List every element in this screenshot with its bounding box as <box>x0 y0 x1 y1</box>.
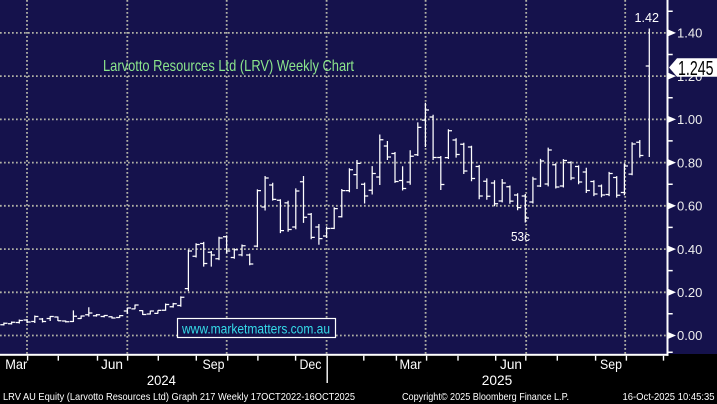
svg-text:2025: 2025 <box>482 372 513 388</box>
svg-text:0.40: 0.40 <box>677 242 702 257</box>
svg-text:Mar: Mar <box>400 356 422 372</box>
svg-text:1.42: 1.42 <box>635 10 660 25</box>
svg-text:2024: 2024 <box>147 372 176 388</box>
svg-text:Jun: Jun <box>500 356 522 372</box>
svg-text:www.marketmatters.com.au: www.marketmatters.com.au <box>181 322 330 337</box>
svg-text:Sep: Sep <box>600 356 622 372</box>
svg-text:Mar: Mar <box>5 356 27 372</box>
svg-text:1.40: 1.40 <box>677 26 702 41</box>
svg-text:1.245: 1.245 <box>678 58 714 80</box>
svg-text:Sep: Sep <box>203 356 225 372</box>
svg-text:0.60: 0.60 <box>677 199 702 214</box>
svg-text:16-Oct-2025 10:45:35: 16-Oct-2025 10:45:35 <box>623 391 715 403</box>
svg-text:0.80: 0.80 <box>677 155 702 170</box>
svg-text:1.00: 1.00 <box>677 112 702 127</box>
svg-text:Larvotto Resources Ltd (LRV) W: Larvotto Resources Ltd (LRV) Weekly Char… <box>103 58 354 75</box>
svg-text:Dec: Dec <box>300 356 322 372</box>
svg-text:LRV AU Equity (Larvotto Resour: LRV AU Equity (Larvotto Resources Ltd) G… <box>3 391 355 403</box>
svg-text:0.00: 0.00 <box>677 328 702 343</box>
svg-text:53c: 53c <box>511 229 530 244</box>
svg-text:0.20: 0.20 <box>677 285 702 300</box>
svg-text:Jun: Jun <box>101 356 123 372</box>
svg-text:Copyright© 2025 Bloomberg Fina: Copyright© 2025 Bloomberg Finance L.P. <box>402 391 569 403</box>
